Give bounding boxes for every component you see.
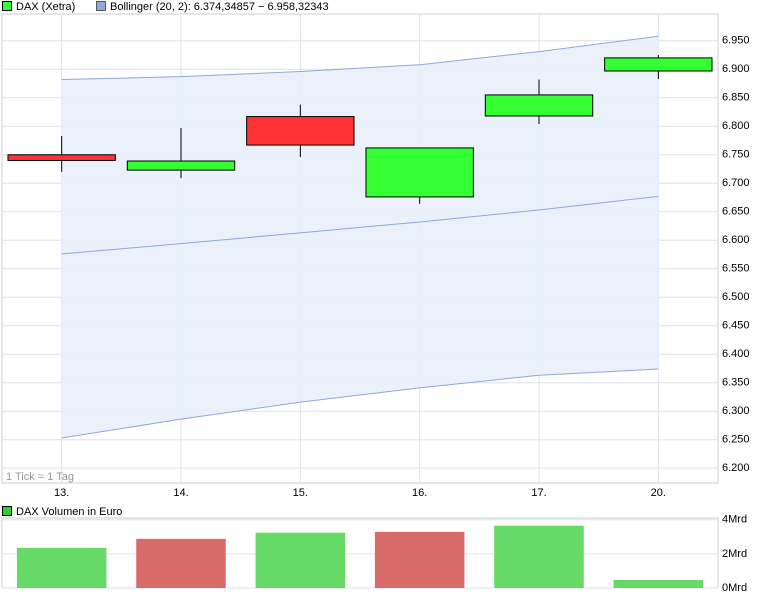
chart-title: DAX Volumen in Euro [16, 506, 122, 518]
y-tick-label: 6.950 [722, 35, 750, 47]
chart-note: 1 Tick = 1 Tag [6, 471, 74, 483]
y-tick-label: 4Mrd [722, 514, 747, 526]
y-tick-label: 6.450 [722, 320, 750, 332]
y-tick-label: 6.250 [722, 434, 750, 446]
x-tick-label: 16. [412, 487, 427, 499]
y-tick-label: 6.300 [722, 405, 750, 417]
x-tick-label: 13. [54, 487, 69, 499]
candle-body [126, 160, 236, 171]
volume-bar [16, 547, 107, 588]
volume-bar [613, 579, 704, 588]
volume-bar [374, 531, 465, 588]
plot-area [1, 517, 719, 589]
candle-body [246, 116, 355, 146]
y-tick-label: 6.650 [722, 206, 750, 218]
y-tick-label: 6.400 [722, 348, 750, 360]
x-tick-label: 14. [173, 487, 188, 499]
candle-body [365, 147, 474, 198]
bollinger-lower [61, 368, 659, 439]
volume-bar [136, 538, 226, 588]
legend-label: Bollinger (20, 2): 6.374,34857 − 6.958,3… [110, 1, 329, 13]
volume-bar [255, 532, 346, 588]
bollinger-middle [61, 195, 659, 255]
y-tick-label: 6.500 [722, 291, 750, 303]
bollinger-upper [61, 35, 659, 81]
candle-body [484, 94, 594, 117]
x-tick-label: 17. [531, 487, 546, 499]
volume-bar [494, 525, 584, 588]
y-tick-label: 6.850 [722, 92, 750, 104]
legend-swatch [2, 1, 12, 11]
legend-label: DAX (Xetra) [16, 1, 75, 13]
y-tick-label: 0Mrd [722, 582, 747, 594]
legend-swatch [96, 1, 106, 11]
x-tick-label: 15. [293, 487, 308, 499]
y-tick-label: 6.600 [722, 234, 750, 246]
candle-body [7, 154, 116, 161]
y-tick-label: 6.750 [722, 149, 750, 161]
y-tick-label: 6.900 [722, 63, 750, 75]
y-tick-label: 6.200 [722, 462, 750, 474]
y-tick-label: 6.550 [722, 263, 750, 275]
legend-swatch [2, 506, 12, 516]
y-tick-label: 6.350 [722, 377, 750, 389]
y-tick-label: 6.800 [722, 120, 750, 132]
bollinger-band [61, 36, 659, 438]
x-tick-label: 20. [651, 487, 666, 499]
candle-body [604, 57, 713, 72]
y-tick-label: 2Mrd [722, 548, 747, 560]
y-tick-label: 6.700 [722, 177, 750, 189]
